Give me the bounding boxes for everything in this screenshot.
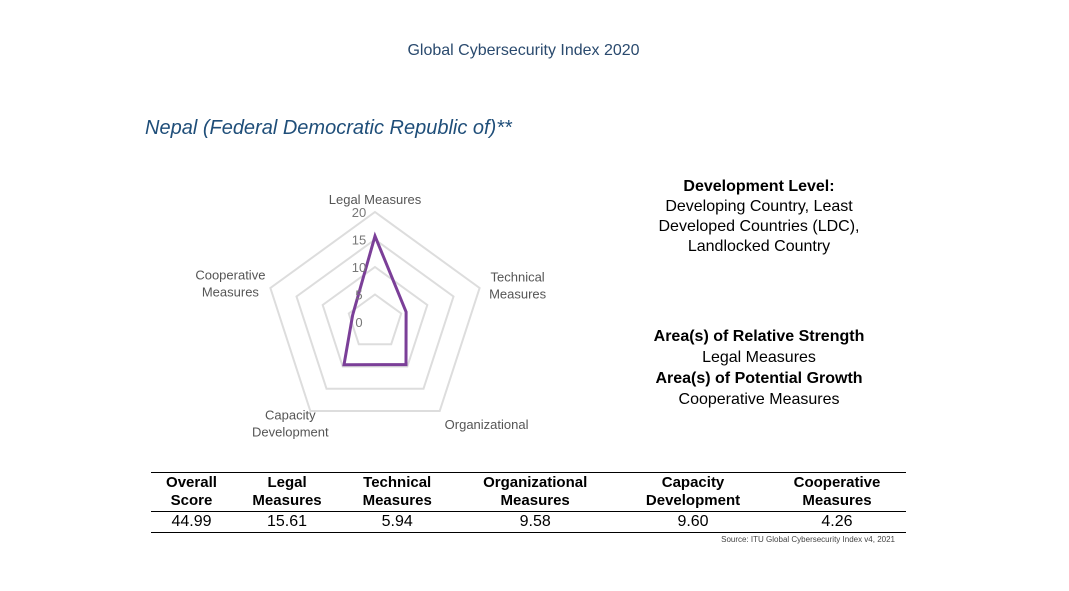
scores-table: Overall Score Legal Measures Technical Meas… bbox=[151, 472, 906, 533]
radar-axis-label: Cooperative bbox=[195, 268, 265, 283]
strength-heading: Area(s) of Relative Strength bbox=[653, 328, 865, 345]
radar-tick-label: 5 bbox=[355, 288, 362, 303]
table-row: 44.99 15.61 5.94 9.58 9.60 4.26 bbox=[151, 511, 906, 533]
radar-axis-label: Development bbox=[252, 424, 329, 439]
header-technical-measures: Technical Measures bbox=[342, 472, 453, 512]
development-level: Development Level: Developing Country, L… bbox=[630, 177, 888, 257]
growth-value: Cooperative Measures bbox=[678, 391, 840, 408]
radar-axis-label: Capacity bbox=[265, 407, 316, 422]
radar-tick-label: 10 bbox=[352, 260, 366, 275]
radar-grid-ring bbox=[269, 210, 481, 412]
radar-tick-label: 15 bbox=[352, 233, 366, 248]
header-legal-measures: Legal Measures bbox=[231, 472, 343, 512]
table-header-row: Overall Score Legal Measures Technical Meas… bbox=[151, 472, 906, 512]
development-level-line: Landlocked Country bbox=[687, 238, 831, 255]
development-level-heading: Development Level: bbox=[683, 178, 835, 195]
radar-tick-label: 20 bbox=[352, 205, 366, 220]
development-level-line: Developed Countries (LDC), bbox=[658, 218, 860, 235]
radar-axis-label: Technical bbox=[491, 270, 545, 285]
radar-axis-label: Organizational bbox=[445, 417, 529, 432]
areas-summary: Area(s) of Relative Strength Legal Measu… bbox=[630, 326, 888, 410]
radar-axis-label: Legal Measures bbox=[329, 192, 422, 207]
report-title: Global Cybersecurity Index 2020 bbox=[407, 42, 640, 59]
radar-axis-label: Measures bbox=[202, 285, 260, 300]
value-organizational-measures: 9.58 bbox=[452, 511, 619, 533]
source-note: Source: ITU Global Cybersecurity Index v… bbox=[721, 535, 895, 544]
radar-grid-ring bbox=[295, 238, 455, 390]
header-cooperative-measures: Cooperative Measures bbox=[767, 472, 906, 512]
radar-tick-label: 0 bbox=[355, 315, 362, 330]
header-overall-score: Overall Score bbox=[151, 472, 232, 512]
radar-grid-ring bbox=[321, 265, 429, 368]
value-capacity-development: 9.60 bbox=[618, 511, 768, 533]
value-technical-measures: 5.94 bbox=[342, 511, 453, 533]
radar-series-nepal bbox=[342, 231, 408, 367]
development-level-line: Developing Country, Least bbox=[665, 198, 853, 215]
strength-value: Legal Measures bbox=[702, 349, 816, 366]
radar-axis-label: Measures bbox=[489, 287, 547, 302]
value-legal-measures: 15.61 bbox=[231, 511, 343, 533]
growth-heading: Area(s) of Potential Growth bbox=[655, 370, 863, 387]
value-cooperative-measures: 4.26 bbox=[767, 511, 906, 533]
header-organizational-measures: Organizational Measures bbox=[452, 472, 619, 512]
header-capacity-development: Capacity Development bbox=[618, 472, 768, 512]
country-name: Nepal (Federal Democratic Republic of)** bbox=[145, 117, 512, 139]
value-overall-score: 44.99 bbox=[151, 511, 232, 533]
